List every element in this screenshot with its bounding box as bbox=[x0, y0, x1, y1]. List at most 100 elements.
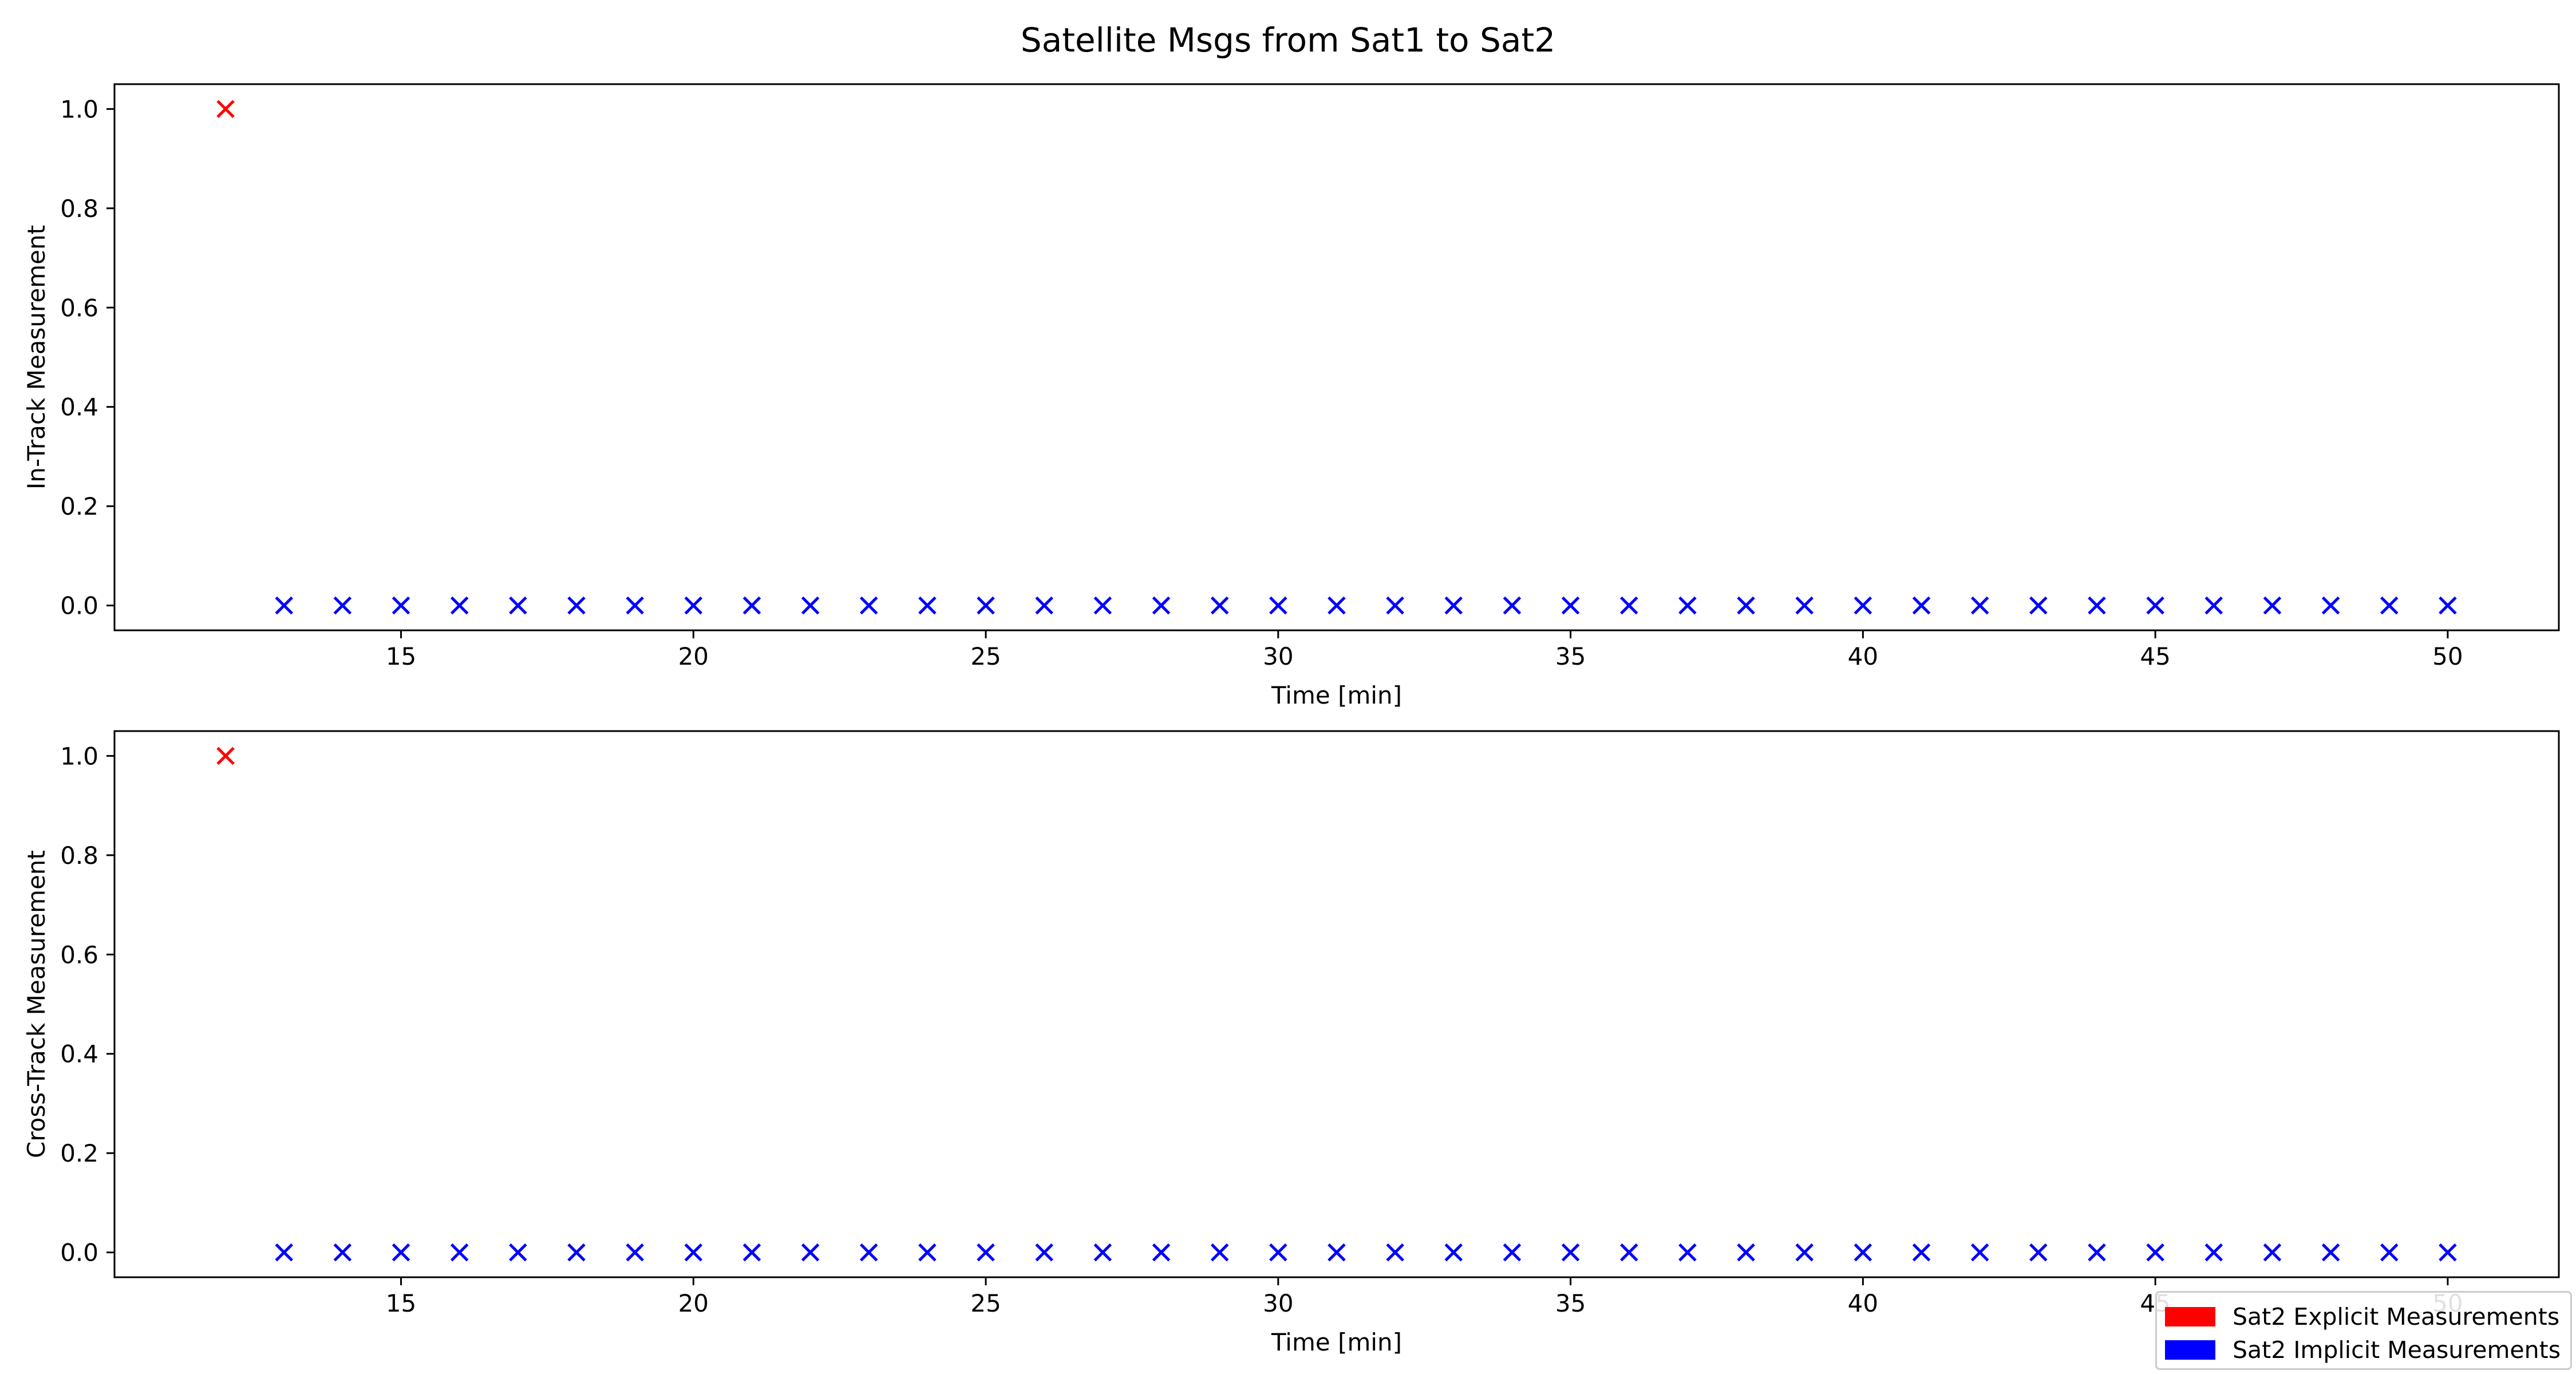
marker-stroke bbox=[2204, 596, 2223, 615]
implicit-measurement-marker bbox=[392, 1243, 410, 1262]
marker-stroke bbox=[2263, 1243, 2282, 1262]
marker-stroke bbox=[216, 747, 235, 765]
marker-stroke bbox=[977, 1243, 995, 1262]
marker-stroke bbox=[1912, 596, 1931, 615]
implicit-measurement-marker bbox=[1970, 1243, 1989, 1262]
legend-label-implicit: Sat2 Implicit Measurements bbox=[2233, 1336, 2561, 1364]
marker-stroke bbox=[1093, 596, 1112, 615]
y-tick-label: 0.8 bbox=[60, 195, 98, 223]
legend-swatch-explicit bbox=[2165, 1307, 2215, 1326]
marker-stroke bbox=[1210, 596, 1229, 615]
y-tick-label: 0.6 bbox=[60, 294, 98, 322]
implicit-measurement-marker bbox=[1561, 1243, 1580, 1262]
marker-stroke bbox=[1386, 1243, 1404, 1262]
implicit-measurement-marker bbox=[392, 596, 410, 615]
legend: Sat2 Explicit Measurements Sat2 Implicit… bbox=[2155, 1291, 2572, 1370]
implicit-measurement-marker bbox=[2088, 1243, 2106, 1262]
implicit-measurement-marker bbox=[567, 596, 586, 615]
y-tick-label: 1.0 bbox=[60, 95, 98, 123]
in-track-ylabel: In-Track Measurement bbox=[22, 225, 50, 489]
implicit-measurement-marker bbox=[1737, 596, 1755, 615]
marker-stroke bbox=[1970, 1243, 1989, 1262]
x-tick-label: 20 bbox=[678, 1289, 709, 1317]
x-tick-label: 40 bbox=[1848, 1289, 1878, 1317]
axes-frame bbox=[113, 83, 2560, 631]
marker-stroke bbox=[1327, 1243, 1346, 1262]
implicit-measurement-marker bbox=[1152, 596, 1171, 615]
y-tick-label: 0.2 bbox=[60, 492, 98, 520]
marker-stroke bbox=[509, 596, 527, 615]
marker-stroke bbox=[1269, 596, 1287, 615]
marker-stroke bbox=[1503, 596, 1522, 615]
implicit-measurement-marker bbox=[860, 596, 878, 615]
implicit-measurement-marker bbox=[1152, 1243, 1171, 1262]
marker-stroke bbox=[1678, 1243, 1697, 1262]
explicit-measurement-marker bbox=[216, 747, 235, 765]
implicit-measurement-marker bbox=[567, 1243, 586, 1262]
implicit-measurement-marker bbox=[1619, 596, 1638, 615]
implicit-measurement-marker bbox=[509, 1243, 527, 1262]
marker-stroke bbox=[801, 596, 820, 615]
marker-stroke bbox=[1561, 1243, 1580, 1262]
implicit-measurement-marker bbox=[2263, 596, 2282, 615]
marker-stroke bbox=[742, 1243, 761, 1262]
implicit-measurement-marker bbox=[860, 1243, 878, 1262]
marker-stroke bbox=[2263, 596, 2282, 615]
marker-stroke bbox=[392, 1243, 410, 1262]
x-tick-label: 45 bbox=[2140, 642, 2170, 670]
implicit-measurement-marker bbox=[1327, 596, 1346, 615]
marker-stroke bbox=[1386, 596, 1404, 615]
x-tick-label: 35 bbox=[1555, 642, 1586, 670]
marker-stroke bbox=[1737, 1243, 1755, 1262]
marker-stroke bbox=[2439, 596, 2457, 615]
marker-stroke bbox=[742, 596, 761, 615]
legend-item-explicit: Sat2 Explicit Measurements bbox=[2165, 1301, 2559, 1333]
x-tick-label: 35 bbox=[1555, 1289, 1586, 1317]
implicit-measurement-marker bbox=[1678, 1243, 1697, 1262]
implicit-measurement-marker bbox=[2204, 596, 2223, 615]
implicit-measurement-marker bbox=[450, 596, 469, 615]
implicit-measurement-marker bbox=[1269, 1243, 1287, 1262]
x-tick-label: 25 bbox=[970, 1289, 1001, 1317]
marker-stroke bbox=[1795, 596, 1814, 615]
marker-stroke bbox=[275, 1243, 294, 1262]
explicit-measurement-marker bbox=[216, 100, 235, 119]
implicit-measurement-marker bbox=[2321, 596, 2340, 615]
marker-stroke bbox=[860, 1243, 878, 1262]
marker-stroke bbox=[450, 1243, 469, 1262]
implicit-measurement-marker bbox=[509, 596, 527, 615]
chart-title: Satellite Msgs from Sat1 to Sat2 bbox=[1020, 21, 1556, 60]
implicit-measurement-marker bbox=[1093, 596, 1112, 615]
marker-stroke bbox=[1619, 596, 1638, 615]
marker-stroke bbox=[860, 596, 878, 615]
marker-stroke bbox=[2088, 596, 2106, 615]
implicit-measurement-marker bbox=[1386, 1243, 1404, 1262]
implicit-measurement-marker bbox=[801, 596, 820, 615]
marker-stroke bbox=[1035, 596, 1054, 615]
implicit-measurement-marker bbox=[1503, 596, 1522, 615]
implicit-measurement-marker bbox=[626, 596, 644, 615]
implicit-measurement-marker bbox=[1795, 1243, 1814, 1262]
marker-stroke bbox=[1503, 1243, 1522, 1262]
marker-stroke bbox=[2439, 1243, 2457, 1262]
x-tick-label: 30 bbox=[1263, 1289, 1293, 1317]
implicit-measurement-marker bbox=[918, 1243, 937, 1262]
marker-stroke bbox=[1678, 596, 1697, 615]
marker-stroke bbox=[392, 596, 410, 615]
implicit-measurement-marker bbox=[1035, 1243, 1054, 1262]
marker-stroke bbox=[1854, 596, 1872, 615]
in-track-axes: 15 20 25 30 35 40 45 50 0.0 0.2 0.4 0.6 0.8 1.0 Time [… bbox=[22, 83, 2560, 709]
implicit-measurement-marker bbox=[1386, 596, 1404, 615]
marker-stroke bbox=[626, 1243, 644, 1262]
implicit-measurement-marker bbox=[333, 1243, 352, 1262]
marker-stroke bbox=[918, 596, 937, 615]
implicit-measurement-marker bbox=[1093, 1243, 1112, 1262]
marker-stroke bbox=[1210, 1243, 1229, 1262]
implicit-measurement-marker bbox=[918, 596, 937, 615]
legend-item-implicit: Sat2 Implicit Measurements bbox=[2165, 1334, 2561, 1366]
implicit-measurement-marker bbox=[2321, 1243, 2340, 1262]
marker-stroke bbox=[2321, 596, 2340, 615]
implicit-measurement-marker bbox=[1619, 1243, 1638, 1262]
